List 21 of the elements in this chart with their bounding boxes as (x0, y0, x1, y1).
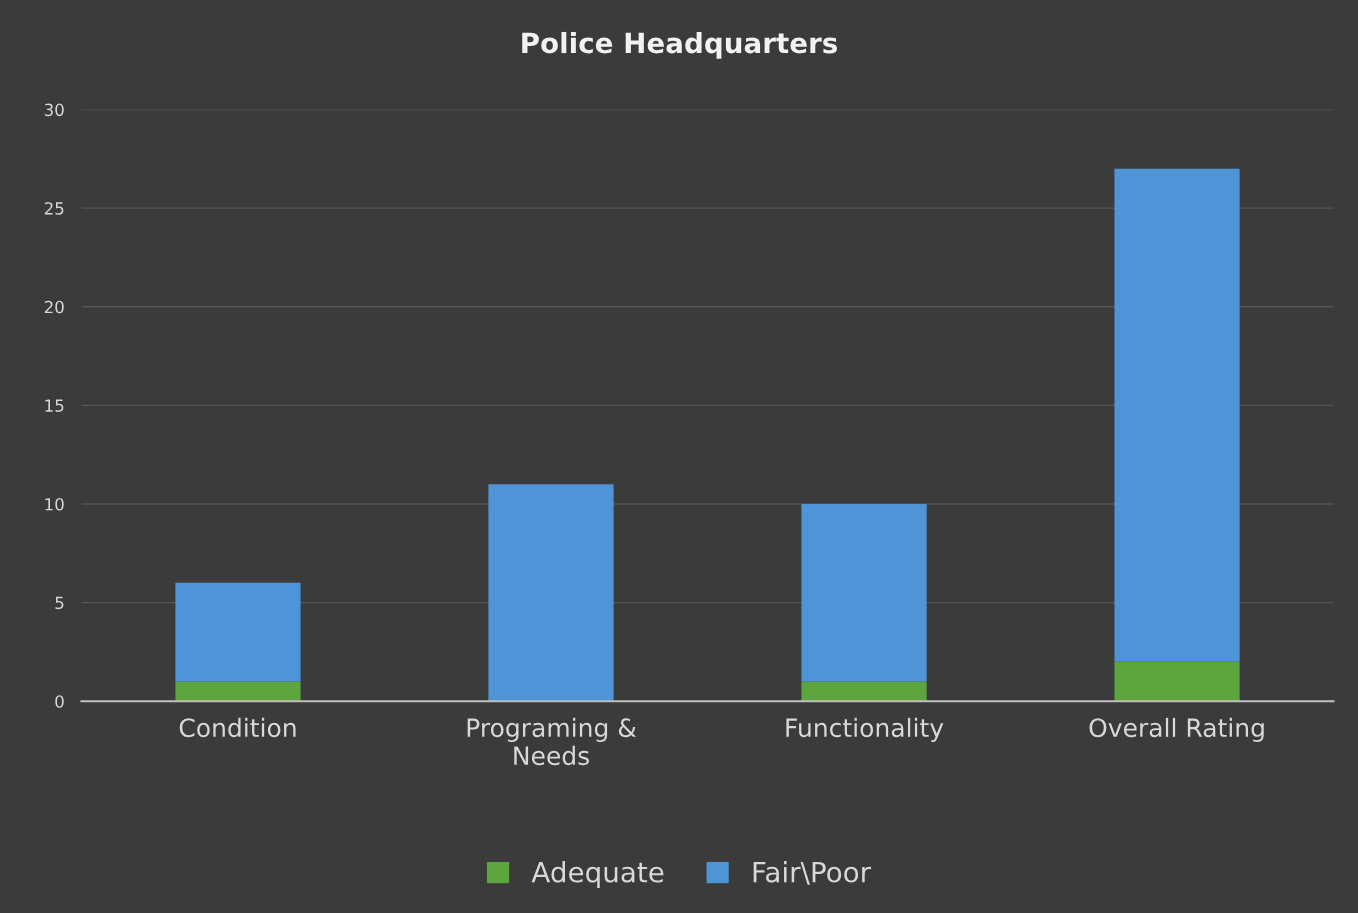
bar (1114, 168, 1240, 662)
bar (175, 681, 301, 702)
y-tick-label: 15 (45, 399, 64, 412)
y-tick-label: 10 (45, 497, 64, 511)
y-tick-label: 30 (44, 103, 64, 117)
y-tick-label: 25 (44, 202, 64, 215)
legend-label: Fair\Poor (753, 861, 872, 885)
bar (801, 503, 927, 682)
x-tick-label: Functionality (786, 717, 944, 743)
chart-title: Police Headquarters (522, 31, 837, 59)
bar (801, 681, 927, 702)
x-tick-label: Condition (179, 717, 296, 738)
x-tick-label: Overall Rating (1089, 717, 1264, 743)
y-tick-label: 0 (55, 695, 64, 708)
legend-label: Adequate (531, 861, 664, 888)
y-tick-label: 20 (44, 300, 64, 314)
bar (175, 582, 301, 682)
bar (1114, 661, 1240, 702)
x-tick-label: Programing & Needs (467, 717, 637, 766)
bar (488, 484, 614, 702)
y-tick-label: 5 (55, 596, 64, 610)
